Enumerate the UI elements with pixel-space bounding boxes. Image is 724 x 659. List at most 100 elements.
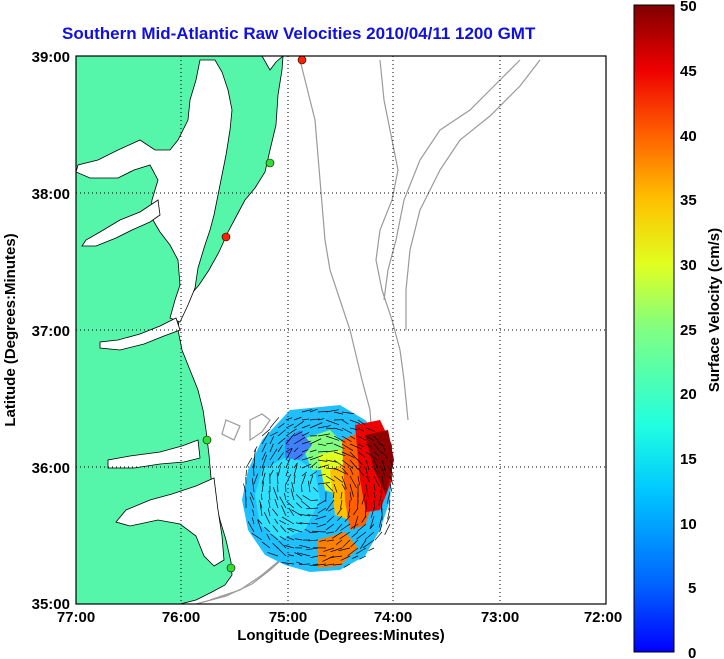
velocity-arrow [349,459,359,470]
velocity-arrow [264,512,271,525]
velocity-arrow [340,499,343,509]
velocity-arrow [277,484,279,493]
velocity-arrow [341,483,346,491]
velocity-arrow [284,545,295,549]
colorbar-tick-label: 0 [688,645,696,659]
velocity-arrow [287,554,295,557]
velocity-arrow [323,563,335,566]
colorbar-tick-label: 30 [680,257,697,274]
velocity-arrow [290,488,295,501]
velocity-arrow [301,409,313,413]
velocity-arrow [333,443,345,450]
velocity-arrow [277,461,283,469]
velocity-arrow [373,459,379,469]
velocity-arrow [333,451,346,457]
velocity-arrow [309,499,319,501]
colorbar-tick-label: 20 [680,386,697,403]
velocity-arrow [251,478,255,493]
velocity-arrow [350,523,359,529]
velocity-arrow [325,442,334,445]
velocity-arrow [389,475,394,485]
velocity-arrow [319,539,327,542]
velocity-arrow [245,457,253,469]
velocity-arrow [357,427,365,432]
velocity-arrow [388,499,391,511]
velocity-arrow [249,496,255,509]
x-axis-label: Longitude (Degrees:Minutes) [237,627,445,644]
velocity-arrow [349,475,357,489]
velocity-arrow [252,464,255,477]
velocity-arrow [317,499,327,506]
velocity-arrow [341,443,354,451]
velocity-arrow [301,456,314,461]
velocity-arrow [373,451,380,457]
velocity-arrow [274,518,279,525]
velocity-arrow [341,475,347,489]
velocity-arrow [341,411,355,415]
velocity-arrow [309,449,317,453]
velocity-arrow [317,459,328,462]
velocity-arrow [340,555,351,561]
velocity-arrow [365,451,377,460]
velocity-arrow [389,483,393,492]
velocity-arrow [285,447,293,453]
velocity-arrow [381,475,385,490]
potomac-river [81,199,161,247]
velocity-arrow [325,459,338,463]
velocity-arrow [339,531,351,540]
x-tick-label: 72:00 [584,609,622,626]
velocity-arrow [305,547,319,551]
velocity-arrow [293,462,298,469]
velocity-arrow [333,475,344,483]
velocity-arrow [264,526,271,533]
velocity-arrow [269,431,278,437]
velocity-arrow [296,552,311,557]
velocity-arrow [295,502,303,509]
velocity-arrow [261,432,270,445]
velocity-arrow [261,481,265,493]
velocity-arrow [347,547,359,557]
velocity-vectors [243,408,395,568]
velocity-arrow [357,467,364,476]
velocity-arrow [309,418,320,421]
velocity-arrow [389,467,394,478]
grid-lines [76,56,606,604]
velocity-arrow [261,472,266,485]
velocity-arrow [365,483,369,497]
velocity-arrow [310,555,319,558]
velocity-arrow [351,531,359,538]
velocity-arrow [268,500,271,509]
station-marker [221,232,231,242]
velocity-arrow [353,515,359,530]
velocity-arrow [261,428,271,437]
velocity-arrow [266,533,271,541]
velocity-arrow [349,499,351,508]
velocity-arrow [341,451,355,458]
velocity-arrow [285,474,292,485]
velocity-arrow [281,505,287,517]
velocity-arrow [301,418,310,421]
velocity-arrow [340,523,351,531]
velocity-arrow [296,561,303,565]
velocity-arrow [322,555,335,562]
velocity-arrow [336,539,343,545]
velocity-arrow [251,517,255,525]
velocity-arrow [296,494,303,501]
velocity-arrow [293,416,302,421]
velocity-arrow [276,472,279,485]
velocity-arrow [340,491,343,499]
velocity-arrow [301,474,306,485]
velocity-arrow [269,417,280,429]
velocity-arrow [269,469,274,477]
velocity-arrow [347,507,351,518]
plot-border [75,55,607,605]
velocity-arrow [364,507,367,518]
velocity-arrow [261,454,268,469]
y-tick-label: 38:00 [32,186,70,203]
velocity-arrow [261,451,267,461]
velocity-arrow [316,523,327,528]
velocity-arrow [332,531,343,539]
velocity-arrow [317,425,331,429]
velocity-arrow [293,475,296,485]
